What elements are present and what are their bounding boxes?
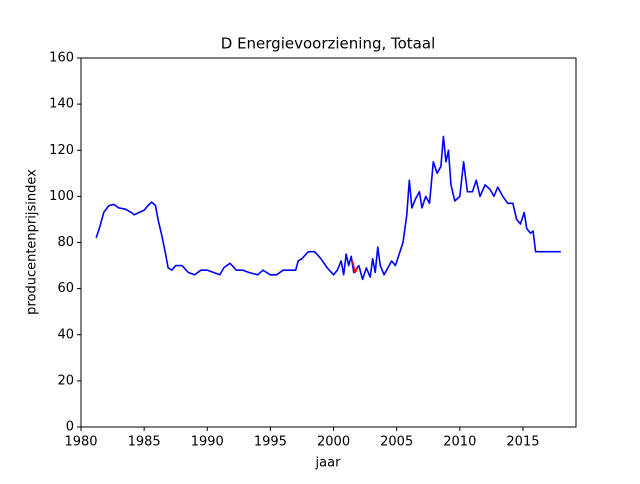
data-line [351, 260, 359, 274]
y-tick-label: 80 [57, 235, 74, 250]
y-axis-label: producentenprijsindex [25, 169, 40, 315]
x-tick-label: 1995 [254, 435, 287, 450]
y-tick-label: 120 [49, 143, 74, 158]
x-tick-label: 2000 [317, 435, 350, 450]
x-tick-label: 2005 [380, 435, 413, 450]
plot-frame [80, 57, 577, 428]
y-tick-label: 100 [49, 189, 74, 204]
y-tick-label: 40 [57, 327, 74, 342]
y-tick-label: 20 [57, 373, 74, 388]
x-axis-label: jaar [315, 456, 342, 471]
y-tick-label: 60 [57, 281, 74, 296]
x-tick-label: 1985 [128, 435, 161, 450]
chart-title: D Energievoorziening, Totaal [221, 35, 435, 53]
x-tick-label: 2010 [443, 435, 476, 450]
x-tick-label: 1990 [191, 435, 224, 450]
x-tick-label: 2015 [506, 435, 539, 450]
y-tick-label: 140 [49, 97, 74, 112]
y-tick-label: 160 [49, 51, 74, 66]
y-tick-label: 0 [66, 420, 74, 435]
x-tick-label: 1980 [64, 435, 97, 450]
